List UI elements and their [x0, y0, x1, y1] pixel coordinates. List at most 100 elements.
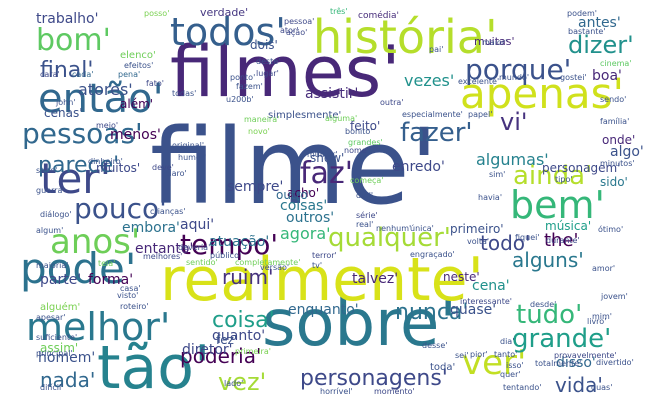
word-talvez: talvez'	[352, 271, 398, 287]
word-algumas: algumas'	[476, 150, 549, 169]
word-final: final'	[40, 58, 93, 83]
word-lugar: lugar'	[256, 69, 279, 78]
word-tipo: tipo'	[555, 175, 573, 184]
word-boa: boa'	[592, 68, 622, 84]
word-alguem: alguém'	[40, 301, 80, 313]
word-efeitos: efeitos'	[124, 61, 153, 70]
word-sendo: sendo'	[600, 95, 626, 104]
word-amor: amor'	[592, 264, 615, 273]
word-deveria: deveria'	[178, 243, 210, 252]
word-dizer: dizer'	[568, 31, 634, 59]
word-dia: dia'	[500, 337, 514, 346]
word-jovem: jovem'	[600, 292, 628, 301]
word-diretor: diretor'	[182, 342, 233, 358]
word-tanto: tanto'	[494, 350, 517, 359]
word-atores: atores'	[78, 80, 133, 99]
word-original: original'	[172, 141, 204, 150]
word-outros: outros'	[286, 210, 334, 226]
word-dvd: dvd'	[356, 191, 373, 200]
word-casa: casa'	[120, 284, 141, 293]
word-realmente: realmente'	[160, 245, 484, 315]
word-pode: pode'	[20, 244, 136, 293]
word-primeiro: primeiro'	[450, 222, 504, 236]
word-cara: cara'	[40, 70, 60, 79]
word-ver: ver'	[462, 343, 526, 383]
word-onde: onde'	[602, 133, 635, 147]
word-durante: durante'	[546, 236, 580, 245]
word-todas: todas'	[172, 89, 196, 98]
word-apesar: apesar'	[36, 313, 65, 322]
word-sentido: sentido'	[186, 258, 218, 267]
word-outro: outro'	[276, 188, 311, 202]
word-anos: anos'	[50, 222, 140, 262]
word-maior: maior'	[482, 38, 507, 47]
word-filmes: filmes'	[170, 31, 401, 113]
word-aqui: aqui'	[180, 217, 214, 233]
word-historia: história'	[313, 10, 498, 64]
word-enredo: enredo'	[392, 159, 445, 175]
word-maioria: maioria'	[36, 261, 68, 270]
word-cena: cena'	[472, 278, 510, 294]
word-tudo: tudo'	[516, 300, 582, 330]
word-suficiente: suficiente'	[36, 333, 77, 342]
word-porque: porque'	[465, 53, 571, 86]
word-nome: nome'	[344, 146, 369, 155]
word-roteiro: roteiro'	[120, 302, 149, 311]
word-desse: desse'	[422, 341, 447, 350]
word-assim: assim'	[40, 341, 78, 355]
word-muitos: muitos'	[96, 161, 140, 175]
word-alguma: alguma'	[325, 114, 357, 123]
word-show: show'	[310, 151, 344, 165]
word-coisa: coisa'	[212, 308, 275, 333]
word-cada: cada'	[72, 70, 93, 79]
word-homem: homem'	[38, 350, 95, 366]
word-john: john'	[55, 98, 75, 107]
word-toda: toda'	[430, 362, 455, 373]
word-the: the'	[544, 230, 579, 251]
word-ainda: ainda'	[513, 161, 592, 191]
word-grandes: grandes'	[348, 138, 383, 147]
word-musica: música'	[545, 219, 591, 233]
word-mundo: mundo'	[499, 73, 529, 82]
word-dois: dois'	[250, 38, 278, 52]
word-grande: grande'	[512, 324, 611, 354]
word-papel: papel'	[468, 110, 492, 119]
word-assistir: assistir'	[305, 86, 358, 102]
word-sempre: sempre'	[227, 179, 283, 195]
word-serie: série'	[356, 210, 378, 220]
word-alguns: alguns'	[512, 248, 584, 272]
word-todo: todo'	[480, 231, 531, 255]
word-acho: acho'	[287, 186, 319, 200]
word-bem: bem'	[510, 183, 605, 227]
word-melhores: melhores'	[143, 252, 182, 261]
word-humor: humor'	[178, 153, 206, 162]
word-ator: ator'	[280, 26, 298, 35]
word-pouco: pouco'	[74, 192, 167, 225]
word-bom: bom'	[36, 23, 111, 58]
word-embora: embora'	[122, 220, 180, 236]
word-real: real'	[356, 220, 373, 229]
word-fato: fato'	[146, 79, 164, 88]
word-tres: três'	[330, 6, 348, 16]
word-isso: isso'	[506, 361, 524, 370]
word-quer: quer'	[500, 370, 521, 379]
word-algum: algum'	[36, 226, 63, 235]
word-fez: fez'	[216, 333, 237, 347]
word-ponto: ponto'	[230, 73, 255, 82]
word-tv: tv'	[312, 261, 322, 270]
word-completamente: completamente'	[235, 258, 300, 267]
word-sido: sido'	[600, 175, 628, 189]
word-entao: então'	[38, 76, 164, 122]
word-visto: visto'	[117, 291, 138, 300]
word-dialogo: diálogo'	[40, 210, 72, 219]
word-tempo: tempo'	[180, 228, 278, 261]
word-principal: principal'	[36, 349, 73, 358]
word-novo: novo'	[248, 127, 270, 136]
word-tentando: tentando'	[503, 383, 541, 392]
word-quase: quase'	[450, 302, 496, 318]
word-tela: tela'	[98, 259, 115, 268]
word-pena: pena'	[118, 70, 140, 79]
word-podem: podem'	[567, 9, 597, 18]
